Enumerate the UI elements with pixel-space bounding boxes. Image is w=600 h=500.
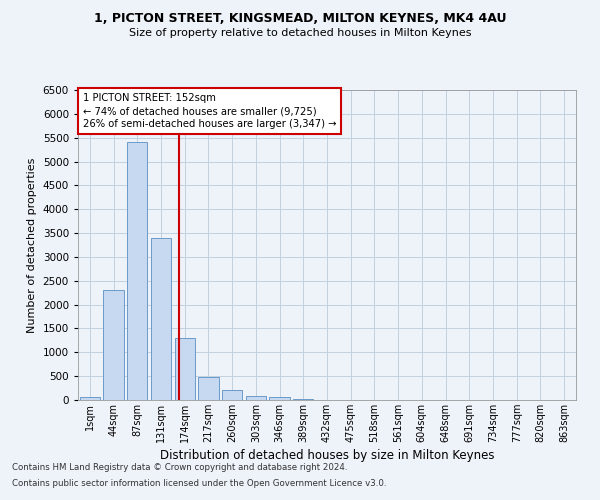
Bar <box>151 238 171 400</box>
Bar <box>222 390 242 400</box>
Bar <box>127 142 148 400</box>
Text: Contains HM Land Registry data © Crown copyright and database right 2024.: Contains HM Land Registry data © Crown c… <box>12 464 347 472</box>
Bar <box>103 290 124 400</box>
Text: Size of property relative to detached houses in Milton Keynes: Size of property relative to detached ho… <box>129 28 471 38</box>
Bar <box>269 396 290 400</box>
Bar <box>246 396 266 400</box>
X-axis label: Distribution of detached houses by size in Milton Keynes: Distribution of detached houses by size … <box>160 449 494 462</box>
Text: 1, PICTON STREET, KINGSMEAD, MILTON KEYNES, MK4 4AU: 1, PICTON STREET, KINGSMEAD, MILTON KEYN… <box>94 12 506 26</box>
Bar <box>175 338 195 400</box>
Bar <box>80 396 100 400</box>
Bar <box>199 377 218 400</box>
Bar <box>293 398 313 400</box>
Y-axis label: Number of detached properties: Number of detached properties <box>27 158 37 332</box>
Text: Contains public sector information licensed under the Open Government Licence v3: Contains public sector information licen… <box>12 478 386 488</box>
Text: 1 PICTON STREET: 152sqm
← 74% of detached houses are smaller (9,725)
26% of semi: 1 PICTON STREET: 152sqm ← 74% of detache… <box>83 93 337 130</box>
